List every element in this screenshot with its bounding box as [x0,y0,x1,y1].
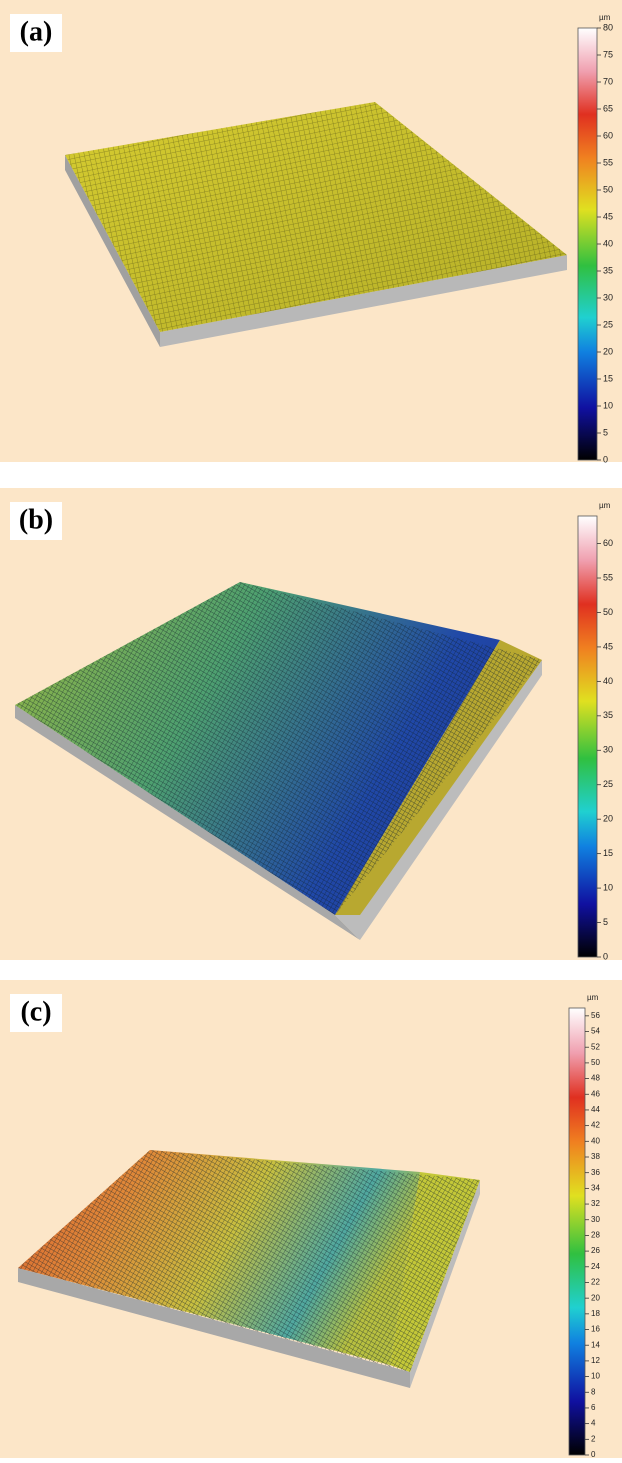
colorbar-tick-label: 10 [603,400,613,410]
colorbar-tick-label: 20 [603,814,613,824]
colorbar-tick-label: 15 [603,848,613,858]
colorbar-tick-label: 8 [591,1387,596,1396]
colorbar [578,516,597,957]
colorbar-tick-label: 0 [603,454,608,464]
colorbar [578,28,597,460]
panel-label: (a) [20,16,53,47]
panel-label: (b) [19,504,53,535]
colorbar-tick-label: 60 [603,538,613,548]
colorbar-unit: µm [587,993,599,1002]
colorbar-tick-label: 22 [591,1278,600,1287]
colorbar-tick-label: 12 [591,1356,600,1365]
colorbar-tick-label: 20 [603,346,613,356]
colorbar-tick-label: 42 [591,1121,600,1130]
colorbar-unit: µm [599,13,611,22]
colorbar-tick-label: 70 [603,76,613,86]
colorbar-tick-label: 15 [603,373,613,383]
colorbar-tick-label: 25 [603,319,613,329]
colorbar-tick-label: 50 [591,1058,600,1067]
colorbar-tick-label: 36 [591,1168,600,1177]
colorbar-tick-label: 46 [591,1089,600,1098]
colorbar-tick-label: 26 [591,1246,600,1255]
colorbar-tick-label: 38 [591,1152,600,1161]
colorbar-tick-label: 60 [603,130,613,140]
colorbar-tick-label: 44 [591,1105,600,1114]
colorbar-tick-label: 20 [591,1293,600,1302]
colorbar-tick-label: 10 [591,1372,600,1381]
colorbar-tick-label: 48 [591,1074,600,1083]
colorbar-tick-label: 16 [591,1325,600,1334]
colorbar-tick-label: 50 [603,184,613,194]
colorbar-tick-label: 40 [603,676,613,686]
colorbar-tick-label: 80 [603,22,613,32]
page: {"panels": [ {"label": "(a)", "colorbar"… [0,0,622,1458]
colorbar-tick-label: 35 [603,265,613,275]
colorbar-tick-label: 24 [591,1262,600,1271]
colorbar-tick-label: 25 [603,779,613,789]
colorbar-tick-label: 10 [603,882,613,892]
colorbar-tick-label: 5 [603,427,608,437]
colorbar-tick-label: 35 [603,710,613,720]
colorbar-tick-label: 34 [591,1183,600,1192]
colorbar-tick-label: 65 [603,103,613,113]
colorbar-tick-label: 6 [591,1403,596,1412]
figure: (a)µm05101520253035404550556065707580(b)… [0,0,622,1458]
colorbar-tick-label: 5 [603,917,608,927]
colorbar-tick-label: 32 [591,1199,600,1208]
colorbar-tick-label: 28 [591,1231,600,1240]
colorbar-tick-label: 2 [591,1434,596,1443]
colorbar-tick-label: 52 [591,1042,600,1051]
colorbar-tick-label: 0 [591,1450,596,1458]
colorbar-tick-label: 45 [603,211,613,221]
colorbar-tick-label: 45 [603,641,613,651]
colorbar-tick-label: 75 [603,49,613,59]
colorbar-tick-label: 0 [603,951,608,961]
colorbar-tick-label: 40 [603,238,613,248]
colorbar-tick-label: 14 [591,1340,600,1349]
colorbar-tick-label: 4 [591,1419,596,1428]
colorbar-tick-label: 40 [591,1136,600,1145]
colorbar-tick-label: 30 [603,745,613,755]
colorbar-tick-label: 50 [603,607,613,617]
colorbar [569,1008,585,1455]
colorbar-tick-label: 55 [603,572,613,582]
colorbar-unit: µm [599,501,611,510]
colorbar-tick-label: 56 [591,1011,600,1020]
colorbar-tick-label: 55 [603,157,613,167]
colorbar-tick-label: 30 [603,292,613,302]
colorbar-tick-label: 30 [591,1215,600,1224]
colorbar-tick-label: 18 [591,1309,600,1318]
colorbar-tick-label: 54 [591,1027,600,1036]
panel-label: (c) [20,996,51,1027]
